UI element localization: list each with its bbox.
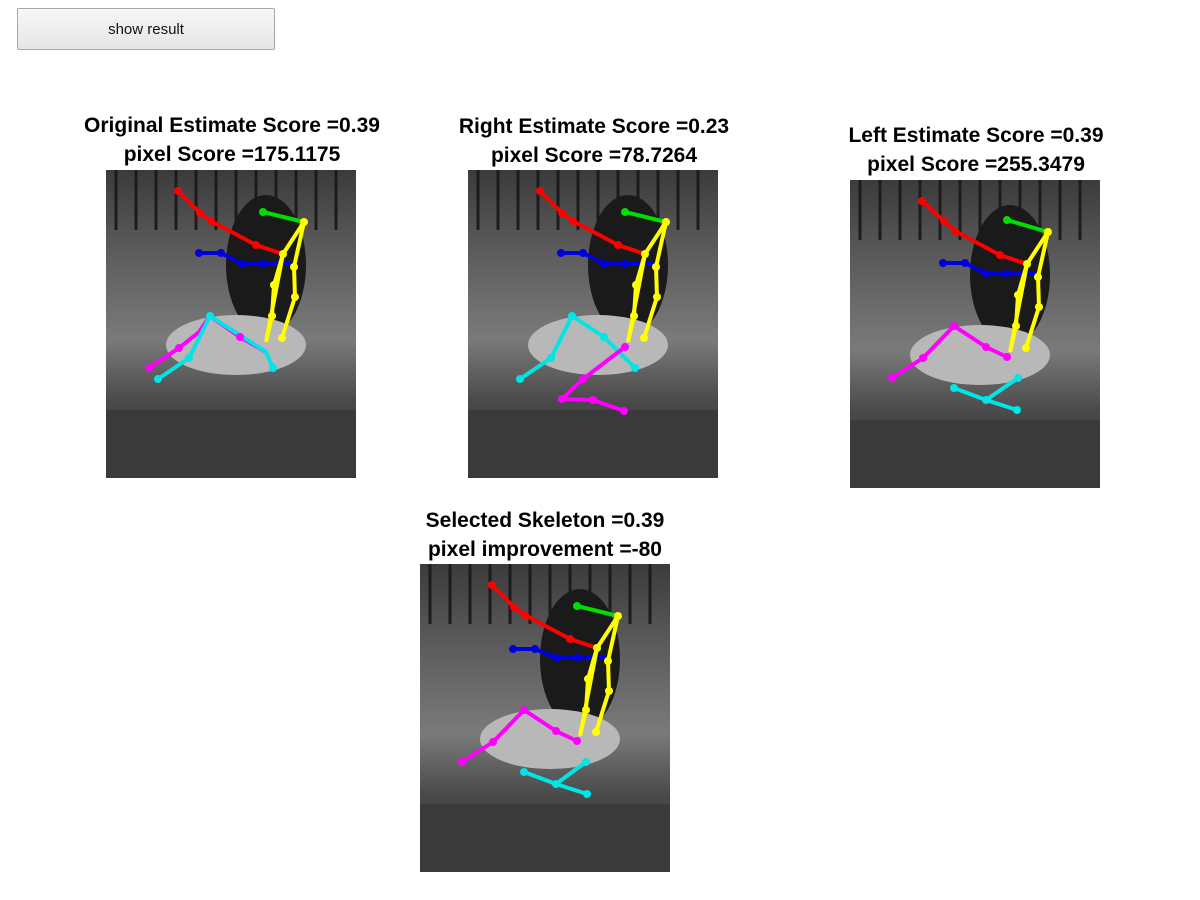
pixel-improvement: pixel improvement =-80 — [427, 538, 662, 561]
selected-skeleton-image — [420, 564, 670, 872]
torso-limb — [626, 220, 668, 343]
person-legs — [910, 325, 1050, 385]
right-estimate-score: Right Estimate Score =0.23 — [458, 115, 730, 138]
show-result-button[interactable]: show result — [17, 8, 275, 50]
selected-skeleton-title: Selected Skeleton =0.39 pixel improvemen… — [370, 506, 720, 564]
original-pixel-score: pixel Score =175.1175 — [123, 143, 341, 166]
torso-limb — [264, 220, 306, 343]
joint-markers — [516, 187, 670, 415]
head-limb — [576, 604, 619, 618]
joint-markers — [888, 197, 1052, 414]
left-pixel-score: pixel Score =255.3479 — [867, 153, 1085, 176]
ground — [850, 420, 1100, 488]
right-estimate-title: Right Estimate Score =0.23 pixel Score =… — [419, 112, 769, 170]
right-pixel-score: pixel Score =78.7264 — [490, 144, 698, 167]
left-estimate-title: Left Estimate Score =0.39 pixel Score =2… — [801, 121, 1151, 179]
original-estimate-score: Original Estimate Score =0.39 — [84, 114, 380, 137]
original-skeleton-figure — [106, 170, 356, 478]
original-estimate-title: Original Estimate Score =0.39 pixel Scor… — [57, 111, 407, 169]
ground — [106, 410, 356, 478]
head-limb — [624, 210, 667, 224]
head-limb — [262, 210, 305, 224]
torso-limb — [1008, 230, 1050, 353]
joint-markers — [145, 187, 308, 383]
left-estimate-score: Left Estimate Score =0.39 — [848, 124, 1104, 147]
selected-skeleton-score: Selected Skeleton =0.39 — [425, 509, 665, 532]
right-estimate-image — [468, 170, 718, 478]
left-estimate-image — [850, 180, 1100, 488]
ground — [468, 410, 718, 478]
person-legs — [480, 709, 620, 769]
joint-markers — [458, 581, 622, 798]
original-estimate-image — [106, 170, 356, 478]
right-skeleton-figure — [468, 170, 718, 478]
ground — [420, 804, 670, 872]
head-limb — [1006, 218, 1049, 234]
left-skeleton-figure — [850, 180, 1100, 488]
selected-skeleton-figure — [420, 564, 670, 872]
torso-limb — [578, 614, 620, 737]
